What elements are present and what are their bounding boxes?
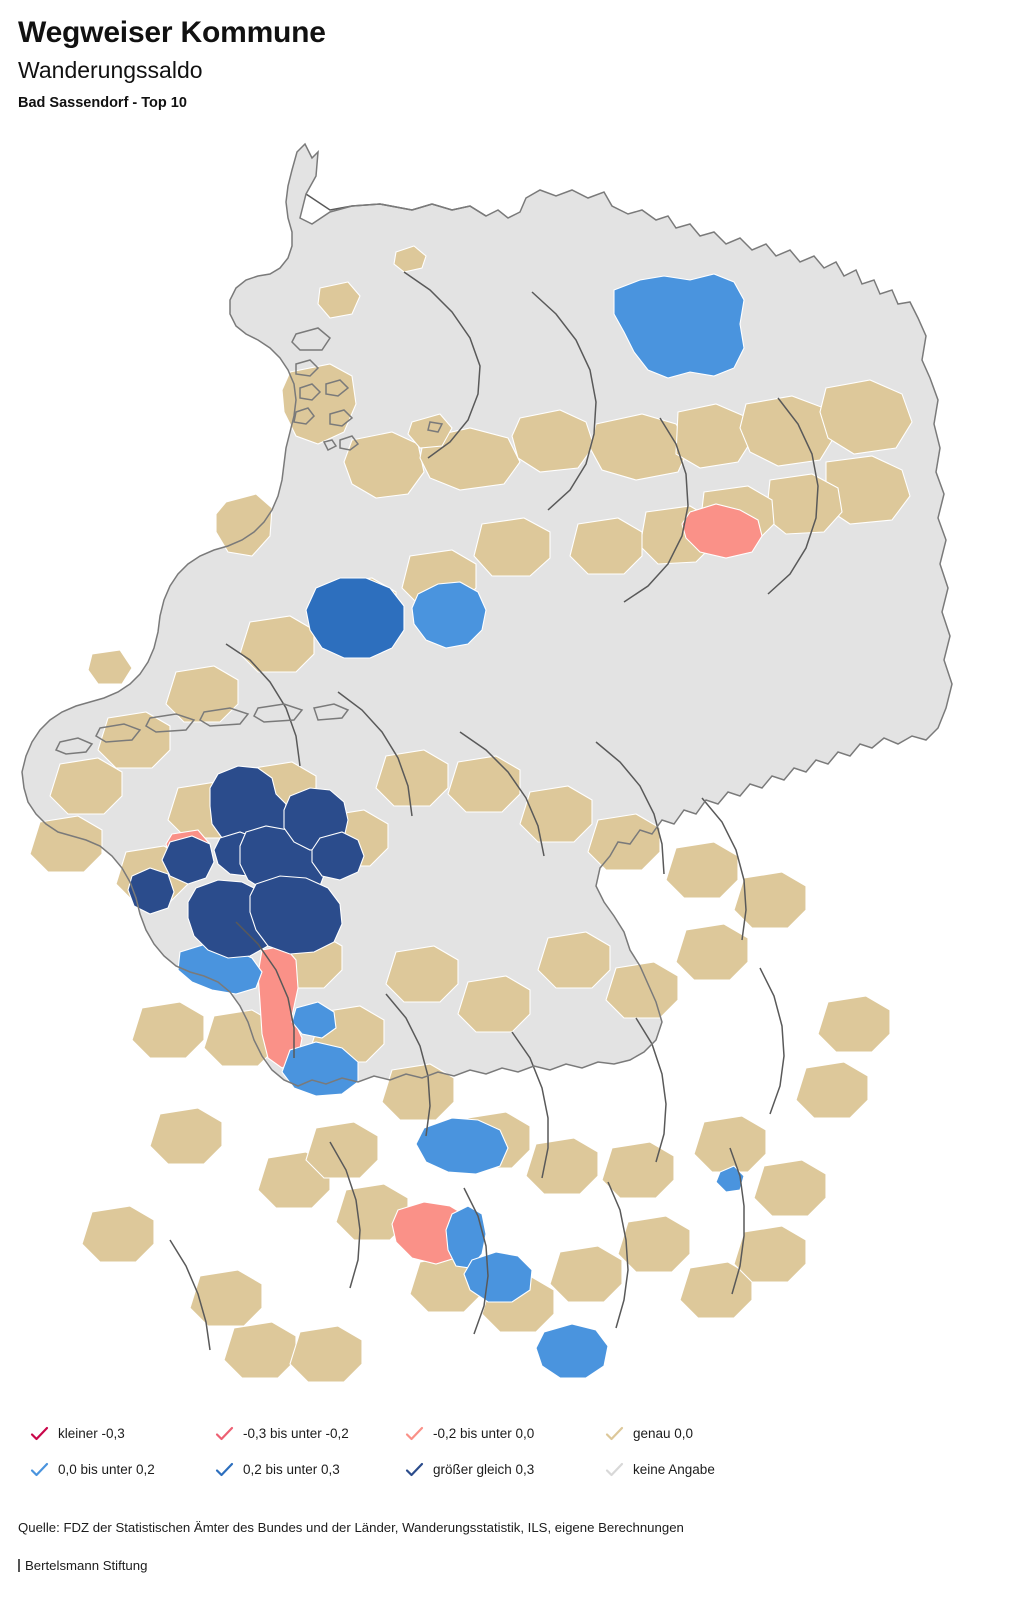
check-icon xyxy=(405,1462,424,1477)
source-note: Quelle: FDZ der Statistischen Ämter des … xyxy=(18,1520,684,1535)
check-icon xyxy=(30,1462,49,1477)
page-footer: Quelle: FDZ der Statistischen Ämter des … xyxy=(18,1520,998,1574)
legend-item-0-0-to-0-2[interactable]: 0,0 bis unter 0,2 xyxy=(30,1454,155,1486)
legend-item-0-2-to-0-3[interactable]: 0,2 bis unter 0,3 xyxy=(215,1454,340,1486)
district-class-exactly-0-0[interactable] xyxy=(29,245,913,1383)
page-header: Wegweiser Kommune Wanderungssaldo Bad Sa… xyxy=(0,0,1024,113)
map-legend: kleiner -0,3 -0,3 bis unter -0,2 -0,2 bi… xyxy=(0,1418,1024,1500)
legend-label: größer gleich 0,3 xyxy=(433,1462,535,1478)
map-districts-base xyxy=(21,143,953,1087)
legend-label: -0,3 bis unter -0,2 xyxy=(243,1426,349,1442)
brand-note: Bertelsmann Stiftung xyxy=(18,1558,998,1574)
legend-label: keine Angabe xyxy=(633,1462,715,1478)
map-country-outline xyxy=(21,142,953,1087)
district-class-0-0-to-0-2[interactable] xyxy=(177,273,745,1379)
page-title: Wegweiser Kommune xyxy=(18,16,326,49)
legend-item-lt-0-3[interactable]: kleiner -0,3 xyxy=(30,1418,125,1450)
legend-label: genau 0,0 xyxy=(633,1426,694,1442)
district-class-gte-0-3[interactable] xyxy=(127,765,365,959)
legend-item-no-data[interactable]: keine Angabe xyxy=(605,1454,715,1486)
brand-label: Bertelsmann Stiftung xyxy=(25,1557,148,1573)
germany-map[interactable]: .d { stroke:#ffffff; stroke-width:1.1; }… xyxy=(0,132,1024,1410)
check-icon xyxy=(30,1426,49,1441)
legend-item-0-2-to-0-0[interactable]: -0,2 bis unter 0,0 xyxy=(405,1418,534,1450)
legend-label: 0,0 bis unter 0,2 xyxy=(58,1462,155,1478)
check-icon xyxy=(605,1426,624,1441)
legend-row-negative: kleiner -0,3 -0,3 bis unter -0,2 -0,2 bi… xyxy=(0,1418,1024,1450)
check-icon xyxy=(215,1426,234,1441)
legend-item-gte-0-3[interactable]: größer gleich 0,3 xyxy=(405,1454,534,1486)
legend-item-exactly-0-0[interactable]: genau 0,0 xyxy=(605,1418,693,1450)
check-icon xyxy=(605,1462,624,1477)
region-label: Bad Sassendorf - Top 10 xyxy=(18,95,187,112)
page-subtitle: Wanderungssaldo xyxy=(18,56,203,83)
legend-row-positive: 0,0 bis unter 0,2 0,2 bis unter 0,3 größ… xyxy=(0,1454,1024,1486)
map-districts-colored[interactable] xyxy=(29,245,913,1383)
district-class-0-2-to-0-3[interactable] xyxy=(305,577,405,659)
map-container[interactable]: .d { stroke:#ffffff; stroke-width:1.1; }… xyxy=(0,132,1024,1410)
check-icon xyxy=(215,1462,234,1477)
check-icon xyxy=(405,1426,424,1441)
brand-bar-icon xyxy=(18,1558,20,1572)
legend-item-0-3-to-0-2[interactable]: -0,3 bis unter -0,2 xyxy=(215,1418,349,1450)
legend-label: -0,2 bis unter 0,0 xyxy=(433,1426,535,1442)
germany-landmass xyxy=(21,143,953,1087)
legend-label: 0,2 bis unter 0,3 xyxy=(243,1462,340,1478)
legend-label: kleiner -0,3 xyxy=(58,1426,125,1442)
